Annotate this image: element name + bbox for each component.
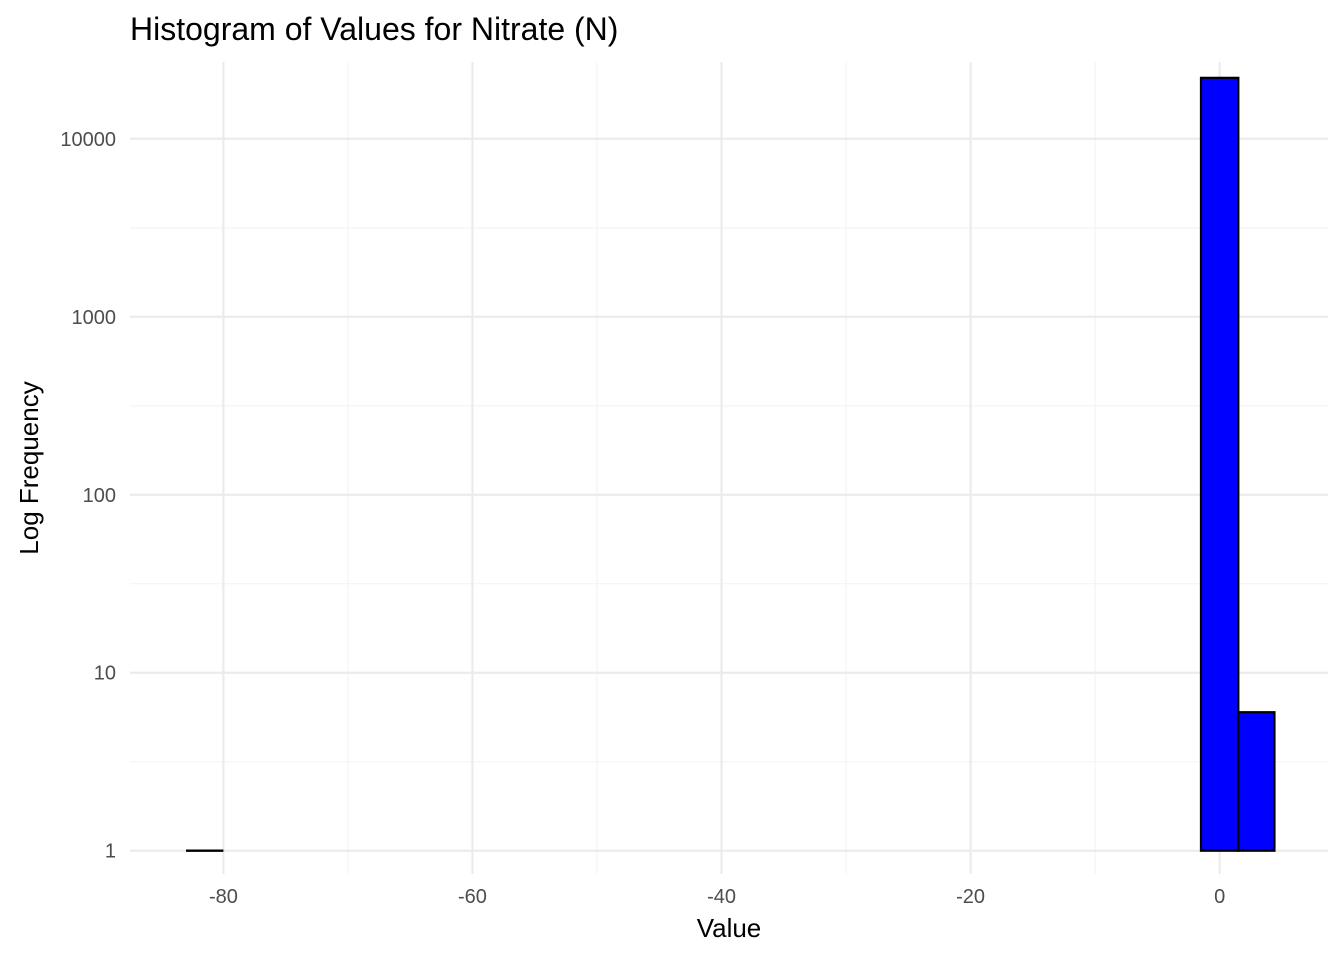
y-tick-label: 10000 [60, 129, 116, 151]
x-axis-title: Value [697, 913, 762, 943]
y-tick-label: 1000 [72, 307, 117, 329]
x-axis-tick-labels: -80 -60 -40 -20 0 [209, 886, 1225, 908]
x-tick-label: -80 [209, 886, 238, 908]
histogram-bars [186, 76, 1276, 852]
chart-title: Histogram of Values for Nitrate (N) [130, 11, 618, 47]
x-tick-label: -60 [458, 886, 487, 908]
y-tick-label: 100 [83, 485, 116, 507]
y-tick-label: 1 [105, 841, 116, 863]
x-tick-label: -40 [707, 886, 736, 908]
histogram-bar [1199, 76, 1240, 852]
histogram-bar [1237, 711, 1276, 852]
major-gridlines [130, 62, 1328, 874]
y-axis-title: Log Frequency [14, 381, 44, 554]
y-tick-label: 10 [94, 663, 116, 685]
y-axis-tick-labels: 1 10 100 1000 10000 [60, 129, 116, 863]
minor-gridlines [130, 62, 1328, 874]
x-tick-label: -20 [956, 886, 985, 908]
x-tick-label: 0 [1214, 886, 1225, 908]
